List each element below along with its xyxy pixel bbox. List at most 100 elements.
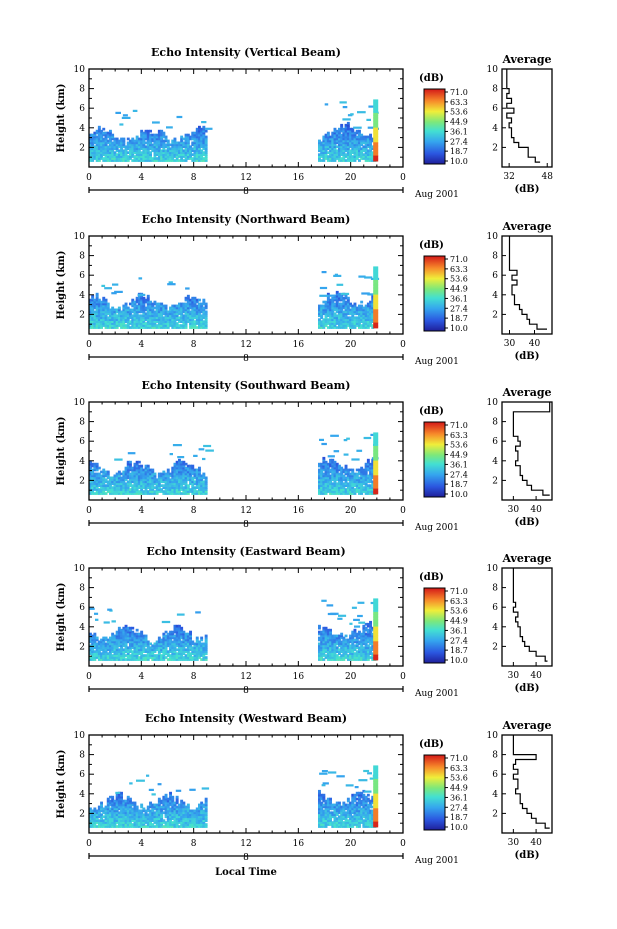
heatmap-cell bbox=[340, 133, 344, 137]
heatmap-cell bbox=[324, 636, 328, 640]
heatmap-cell bbox=[362, 626, 366, 630]
colorbar-unit: (dB) bbox=[419, 240, 444, 251]
heatmap-cell bbox=[193, 149, 197, 153]
convective-column-cell bbox=[373, 309, 379, 311]
heatmap-cell bbox=[178, 632, 181, 636]
heatmap-cell bbox=[349, 488, 352, 491]
heatmap-cell bbox=[180, 472, 184, 476]
heatmap-cell bbox=[344, 646, 348, 650]
heatmap-cell bbox=[346, 306, 350, 310]
heatmap-cell bbox=[166, 157, 170, 160]
heatmap-cell bbox=[155, 312, 159, 316]
heatmap-cell bbox=[340, 298, 344, 302]
heatmap-cell bbox=[109, 131, 112, 135]
heatmap-cell bbox=[113, 316, 117, 320]
heatmap-cell bbox=[100, 815, 103, 819]
heatmap-cell bbox=[173, 143, 177, 147]
heatmap-cell bbox=[366, 302, 370, 306]
heatmap-cell bbox=[340, 492, 344, 495]
heatmap-cell bbox=[169, 644, 172, 648]
heatmap-cell bbox=[140, 308, 144, 312]
heatmap-cell bbox=[355, 644, 359, 648]
heatmap-cell bbox=[355, 318, 359, 321]
heatmap-cell bbox=[326, 470, 330, 474]
heatmap-cell bbox=[160, 648, 164, 652]
convective-column-cell bbox=[373, 657, 379, 659]
heatmap-cell bbox=[166, 145, 170, 149]
heatmap-cell bbox=[106, 486, 110, 489]
heatmap-cell bbox=[135, 492, 139, 495]
heatmap-cell bbox=[137, 492, 141, 495]
heatmap-cell bbox=[97, 129, 101, 133]
convective-column-cell bbox=[373, 613, 379, 615]
heatmap-cell bbox=[91, 817, 95, 820]
heatmap-cell bbox=[135, 476, 139, 480]
heatmap-cell bbox=[324, 103, 329, 106]
heatmap-cell bbox=[157, 326, 161, 329]
heatmap-cell bbox=[144, 137, 148, 141]
heatmap-cell bbox=[137, 324, 141, 327]
heatmap-cell bbox=[349, 644, 352, 648]
heatmap-cell bbox=[184, 151, 188, 154]
heatmap-cell bbox=[349, 652, 352, 655]
heatmap-cell bbox=[326, 320, 330, 323]
convective-column-cell bbox=[373, 448, 379, 451]
heatmap-cell bbox=[204, 644, 208, 648]
heatmap-cell bbox=[335, 488, 339, 491]
heatmap-cell bbox=[318, 480, 321, 484]
heatmap-cell bbox=[115, 143, 119, 147]
heatmap-cell bbox=[173, 312, 177, 316]
heatmap-cell bbox=[322, 478, 326, 482]
x-tick-label: 8 bbox=[191, 173, 197, 183]
heatmap-cell bbox=[346, 650, 350, 653]
profile-title: Average bbox=[501, 220, 551, 233]
heatmap-cell bbox=[318, 468, 321, 472]
heatmap-cell bbox=[113, 646, 117, 650]
heatmap-cell bbox=[186, 141, 190, 145]
heatmap-cell bbox=[180, 480, 184, 484]
heatmap-cell bbox=[340, 320, 344, 323]
heatmap-cell bbox=[329, 137, 332, 141]
heatmap-cell bbox=[346, 121, 350, 125]
heatmap-cell bbox=[320, 484, 324, 487]
heatmap-cell bbox=[204, 139, 208, 143]
heatmap-cell bbox=[131, 300, 135, 304]
heatmap-cell bbox=[198, 151, 201, 154]
heatmap-cell bbox=[111, 308, 115, 312]
heatmap-cell bbox=[353, 155, 357, 158]
heatmap-cell bbox=[106, 488, 110, 491]
heatmap-cell bbox=[173, 474, 177, 478]
heatmap-cell bbox=[180, 460, 184, 464]
heatmap-cell bbox=[340, 123, 344, 127]
heatmap-cell bbox=[171, 478, 175, 482]
heatmap-cell bbox=[102, 488, 106, 491]
heatmap-cell bbox=[113, 488, 117, 491]
heatmap-cell bbox=[115, 636, 119, 640]
heatmap-cell bbox=[200, 143, 204, 147]
heatmap-cell bbox=[102, 143, 106, 147]
heatmap-cell bbox=[122, 634, 126, 638]
heatmap-cell bbox=[115, 320, 119, 323]
heatmap-cell bbox=[318, 155, 321, 158]
heatmap-cell bbox=[135, 468, 139, 472]
heatmap-cell bbox=[137, 476, 141, 480]
heatmap-cell bbox=[166, 632, 170, 636]
heatmap-cell bbox=[89, 468, 92, 472]
heatmap-cell bbox=[318, 644, 321, 648]
heatmap-cell bbox=[184, 656, 188, 659]
heatmap-cell bbox=[360, 476, 364, 480]
heatmap-cell bbox=[133, 656, 137, 659]
heatmap-cell bbox=[111, 492, 115, 495]
heatmap-cell bbox=[355, 652, 359, 655]
heatmap-cell bbox=[137, 464, 141, 468]
heatmap-cell bbox=[353, 308, 357, 312]
heatmap-cell bbox=[160, 488, 164, 491]
heatmap-cell bbox=[369, 151, 372, 154]
heatmap-cell bbox=[324, 316, 328, 320]
heatmap-cell bbox=[326, 632, 330, 636]
heatmap-cell bbox=[349, 654, 352, 657]
heatmap-cell bbox=[324, 470, 328, 474]
heatmap-cell bbox=[173, 318, 177, 321]
heatmap-cell bbox=[173, 141, 177, 145]
heatmap-cell bbox=[364, 486, 368, 489]
